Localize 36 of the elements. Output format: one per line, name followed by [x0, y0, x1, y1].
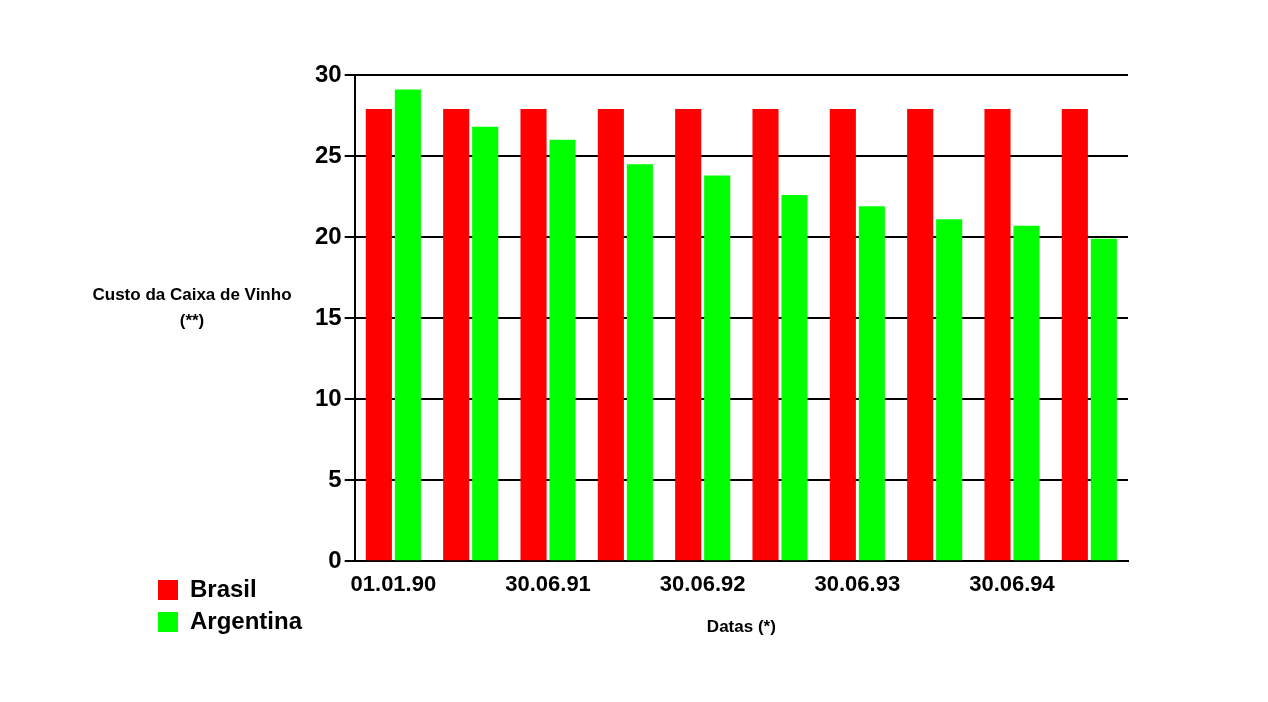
bar — [936, 219, 963, 561]
legend-label: Argentina — [190, 606, 303, 634]
y-tick-label: 15 — [315, 302, 342, 330]
bar — [675, 109, 702, 561]
bar — [549, 139, 576, 561]
x-tick-label: 01.01.90 — [350, 571, 437, 597]
bar — [520, 109, 547, 561]
bar — [597, 109, 624, 561]
bar — [443, 109, 470, 561]
bar — [704, 175, 731, 561]
legend-label: Brasil — [190, 574, 257, 602]
bar — [829, 109, 856, 561]
bar — [365, 109, 392, 561]
bar — [394, 89, 421, 561]
x-axis-title: Datas (*) — [706, 617, 776, 637]
x-tick-label: 30.06.92 — [659, 571, 746, 597]
y-tick-label: 25 — [315, 140, 342, 168]
y-tick-label: 5 — [328, 464, 342, 492]
bar — [752, 109, 779, 561]
bar — [858, 206, 885, 561]
bar — [1013, 225, 1040, 561]
bar — [626, 164, 653, 561]
y-tick-label: 20 — [315, 221, 342, 249]
bar — [907, 109, 934, 561]
y-tick-label: 10 — [315, 383, 342, 411]
bar — [984, 109, 1011, 561]
bar — [1061, 109, 1088, 561]
x-tick-label: 30.06.91 — [505, 571, 591, 597]
y-tick-label: 30 — [315, 59, 342, 87]
x-tick-label: 30.06.94 — [969, 571, 1056, 597]
x-tick-label: 30.06.93 — [814, 571, 901, 597]
y-tick-label: 0 — [328, 545, 342, 573]
bar — [1090, 238, 1117, 561]
y-axis-title: Custo da Caixa de Vinho (**) — [92, 284, 292, 330]
bar — [472, 126, 499, 561]
bar — [781, 194, 808, 561]
